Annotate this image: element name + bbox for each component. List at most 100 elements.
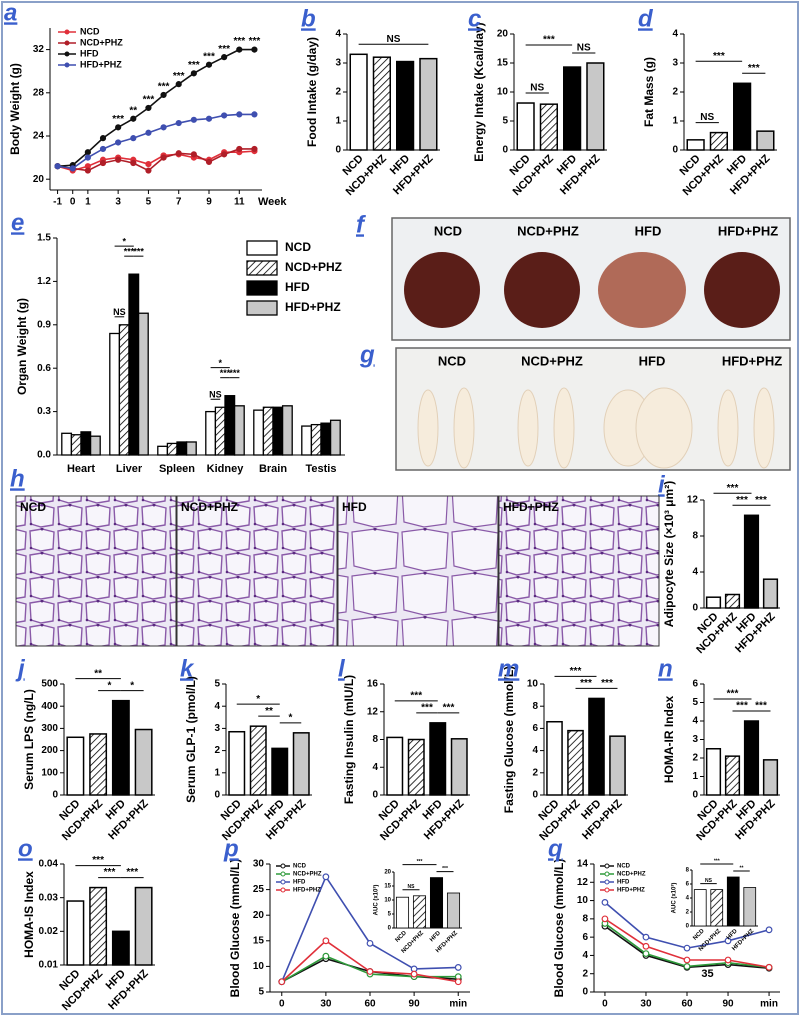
significance-label: *** bbox=[748, 63, 760, 74]
legend-label: NCD bbox=[285, 240, 311, 254]
y-tick-label: 1.5 bbox=[37, 233, 51, 244]
bar bbox=[281, 405, 293, 456]
legend-swatch bbox=[246, 240, 278, 256]
bar bbox=[249, 725, 267, 796]
x-axis-label: Week bbox=[258, 196, 287, 208]
panel-letter: i bbox=[658, 471, 666, 498]
data-point bbox=[99, 145, 107, 153]
bar bbox=[546, 720, 563, 796]
data-point bbox=[683, 963, 691, 970]
data-point bbox=[322, 937, 330, 945]
bar bbox=[157, 445, 169, 456]
bar bbox=[762, 759, 779, 796]
bar bbox=[705, 596, 722, 609]
bar bbox=[446, 892, 461, 929]
legend-marker bbox=[280, 879, 286, 885]
y-tick-label: 0.02 bbox=[39, 926, 59, 937]
bar bbox=[89, 435, 101, 456]
x-tick-label: min bbox=[449, 999, 467, 1010]
data-point bbox=[175, 81, 182, 88]
y-tick-label: 5 bbox=[692, 697, 698, 708]
significance-label: NS bbox=[700, 112, 714, 123]
photo-label: NCD+PHZ bbox=[521, 353, 583, 368]
bar bbox=[386, 736, 404, 796]
data-point bbox=[366, 968, 374, 975]
data-point bbox=[221, 112, 228, 119]
significance-label: *** bbox=[229, 368, 240, 378]
y-tick-label: 2 bbox=[686, 910, 690, 916]
panel-letter: j bbox=[15, 655, 26, 682]
data-point bbox=[84, 149, 91, 156]
y-tick-label: 300 bbox=[41, 723, 58, 734]
legend-label: NCD bbox=[617, 864, 631, 870]
significance-label: *** bbox=[203, 51, 215, 62]
y-tick-label: 5 bbox=[214, 679, 220, 690]
bar bbox=[412, 895, 427, 929]
bar bbox=[134, 886, 153, 966]
data-point bbox=[145, 167, 152, 174]
significance-label: *** bbox=[736, 701, 748, 712]
micrograph bbox=[15, 495, 177, 647]
significance-label: *** bbox=[126, 867, 138, 878]
y-tick-label: 2 bbox=[532, 767, 538, 778]
legend-label: HFD+PHZ bbox=[285, 300, 341, 314]
y-tick-label: 2 bbox=[692, 753, 698, 764]
y-tick-label: 25 bbox=[253, 884, 265, 895]
y-tick-label: 3 bbox=[214, 723, 220, 734]
panel-letter: h bbox=[10, 465, 25, 492]
panel-letter: o bbox=[18, 835, 33, 862]
significance-label: * bbox=[256, 694, 260, 705]
y-tick-label: 0.04 bbox=[39, 859, 59, 870]
bar bbox=[89, 733, 108, 796]
x-tick-label: 9 bbox=[206, 197, 212, 208]
y-tick-label: 4 bbox=[214, 701, 220, 712]
data-point bbox=[99, 135, 107, 142]
significance-label: *** bbox=[543, 35, 555, 46]
liver bbox=[704, 252, 780, 328]
bar bbox=[726, 876, 740, 927]
legend-label: HFD bbox=[293, 880, 306, 886]
y-tick-label: 16 bbox=[367, 679, 379, 690]
liver bbox=[404, 252, 480, 328]
panel-letter: c bbox=[468, 5, 481, 32]
data-point bbox=[765, 963, 773, 971]
legend-label: NCD bbox=[80, 26, 100, 36]
bar bbox=[429, 877, 444, 929]
data-point bbox=[205, 61, 213, 68]
data-point bbox=[145, 104, 152, 112]
data-point bbox=[99, 159, 107, 167]
legend-label: NCD+PHZ bbox=[285, 260, 342, 274]
panel-letter: m bbox=[498, 655, 519, 682]
significance-label: *** bbox=[713, 51, 725, 62]
bar bbox=[743, 887, 757, 927]
significance-label: *** bbox=[727, 483, 739, 494]
y-tick-label: 8 bbox=[532, 701, 538, 712]
legend-swatch bbox=[246, 300, 278, 316]
bar bbox=[609, 735, 626, 796]
y-tick-label: 6 bbox=[692, 679, 698, 690]
y-tick-label: 1 bbox=[335, 116, 341, 127]
x-tick-label: 30 bbox=[320, 999, 332, 1010]
y-tick-label: 0 bbox=[52, 790, 58, 801]
y-axis-label: AUC (x10³) bbox=[373, 885, 380, 916]
significance-label: *** bbox=[158, 82, 170, 93]
x-tick-label: Liver bbox=[116, 463, 143, 475]
y-tick-label: 6 bbox=[582, 932, 588, 943]
bar bbox=[176, 441, 188, 456]
data-point bbox=[130, 135, 137, 142]
x-tick-label: 3 bbox=[115, 197, 121, 208]
y-axis-label: Serum LPS (ng/L) bbox=[22, 689, 36, 790]
bar bbox=[262, 406, 274, 456]
significance-label: *** bbox=[104, 867, 116, 878]
y-tick-label: 4 bbox=[335, 29, 341, 40]
y-axis-label: Fasting Glucose (mmol/L) bbox=[502, 666, 516, 813]
y-tick-label: 20 bbox=[253, 910, 265, 921]
data-point bbox=[601, 915, 609, 923]
bar bbox=[253, 409, 265, 456]
y-tick-label: 10 bbox=[527, 679, 539, 690]
y-tick-label: 0 bbox=[372, 790, 378, 801]
significance-label: ** bbox=[129, 105, 137, 116]
significance-label: *** bbox=[124, 247, 135, 257]
